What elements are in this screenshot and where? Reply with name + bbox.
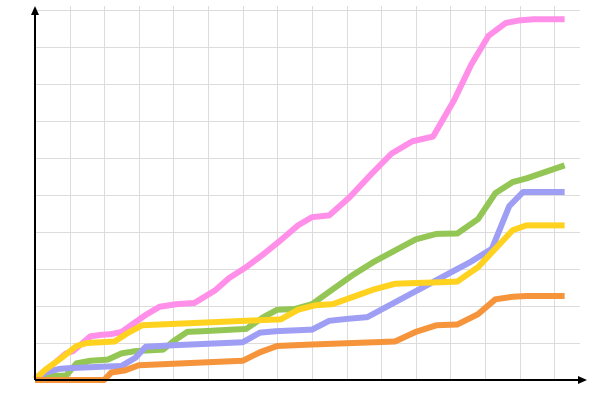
y-axis-arrow-icon	[31, 6, 39, 15]
series-pink	[33, 16, 565, 381]
x-axis-arrow-icon	[578, 376, 587, 384]
series-lines	[32, 16, 566, 383]
chart-axes	[31, 6, 587, 384]
series-periwinkle	[33, 189, 565, 382]
series-yellow	[32, 222, 565, 382]
horizontal-gridlines	[35, 10, 580, 344]
series-orange	[35, 293, 565, 383]
